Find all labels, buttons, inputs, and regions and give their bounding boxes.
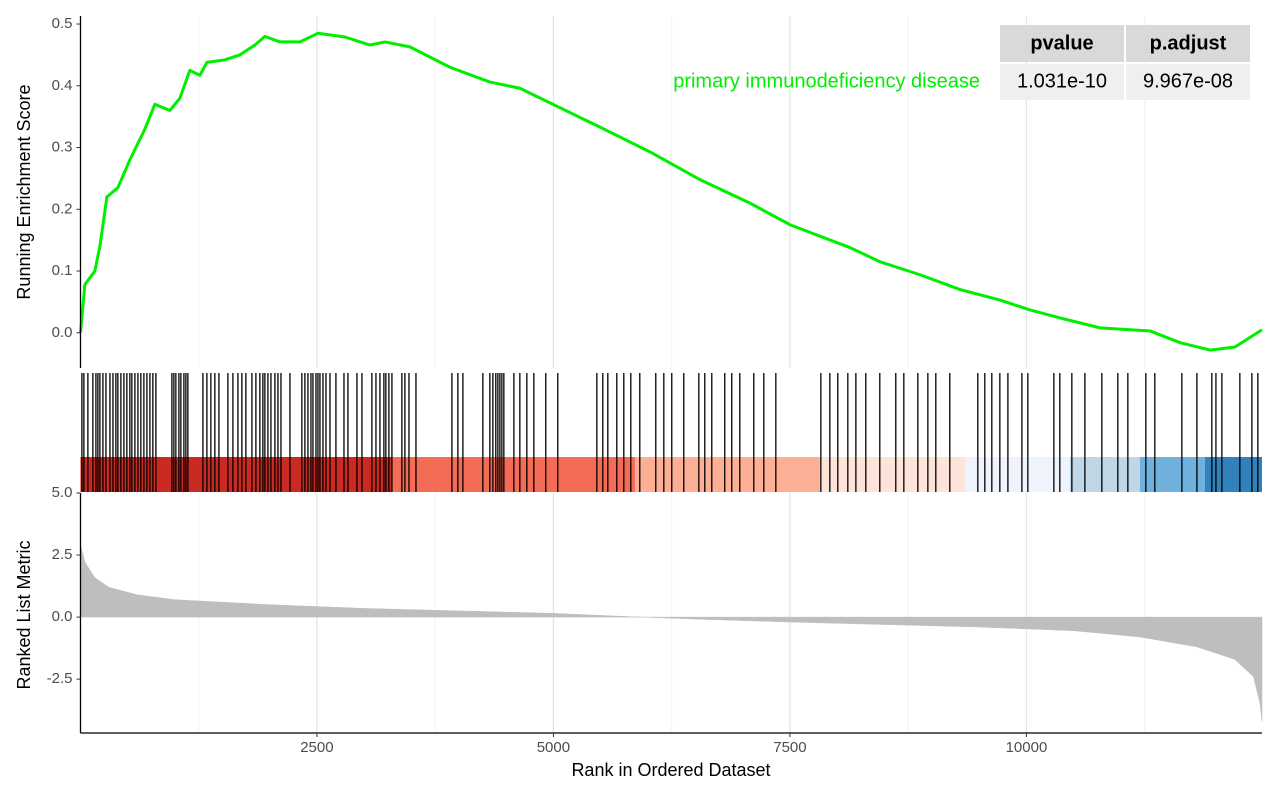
y-tick-label: 0.0 [52, 324, 73, 341]
y-tick-label: 2.5 [52, 546, 73, 563]
table-header: p.adjust [1150, 32, 1227, 54]
table-header-cell [1126, 25, 1250, 62]
es-line [79, 31, 1263, 352]
color-bin [634, 457, 820, 492]
y-axis-title: Ranked List Metric [14, 540, 34, 689]
x-tick-label: 10000 [1006, 739, 1048, 756]
x-axis-title: Rank in Ordered Dataset [571, 760, 770, 780]
y-tick-label: 0.1 [52, 262, 73, 279]
x-tick-label: 5000 [537, 739, 570, 756]
color-bin [1139, 457, 1205, 492]
y-tick-label: 0.0 [52, 608, 73, 625]
y-tick-label: 0.2 [52, 200, 73, 217]
y-tick-label: 0.5 [52, 15, 73, 32]
x-tick-label: 2500 [300, 739, 333, 756]
table-cell [1000, 64, 1124, 100]
metric-area [80, 545, 1263, 722]
y-tick-label: 0.4 [52, 77, 73, 94]
table-value: 1.031e-10 [1017, 70, 1107, 92]
y-axis-title: Running Enrichment Score [14, 84, 34, 299]
color-bin [819, 457, 965, 492]
table-header-cell [1000, 25, 1124, 62]
y-tick-label: 5.0 [52, 484, 73, 501]
color-bin [964, 457, 1070, 492]
color-bin [1204, 457, 1262, 492]
y-tick-label: -2.5 [47, 670, 73, 687]
series-label: primary immunodeficiency disease [673, 70, 980, 92]
table-value: 9.967e-08 [1143, 70, 1233, 92]
table-cell [1126, 64, 1250, 100]
color-bin [1069, 457, 1140, 492]
y-tick-label: 0.3 [52, 139, 73, 156]
x-tick-label: 7500 [773, 739, 806, 756]
table-header: pvalue [1030, 32, 1093, 54]
